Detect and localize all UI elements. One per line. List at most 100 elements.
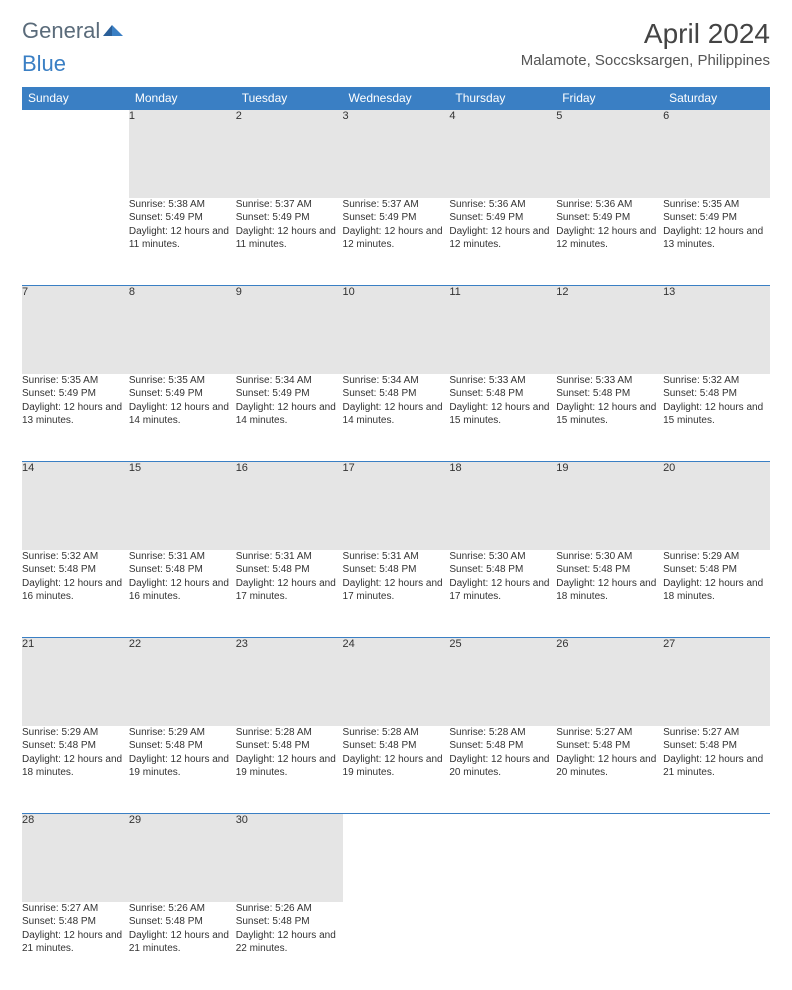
day-number-cell: 5 bbox=[556, 110, 663, 198]
sunset-line: Sunset: 5:48 PM bbox=[556, 739, 663, 753]
sunset-line: Sunset: 5:49 PM bbox=[236, 211, 343, 225]
sunrise-line: Sunrise: 5:29 AM bbox=[663, 550, 770, 564]
sunset-line: Sunset: 5:48 PM bbox=[343, 739, 450, 753]
sunset-line: Sunset: 5:49 PM bbox=[129, 387, 236, 401]
sunset-line: Sunset: 5:48 PM bbox=[22, 563, 129, 577]
sunset-line: Sunset: 5:48 PM bbox=[129, 739, 236, 753]
day-number-row: 78910111213 bbox=[22, 286, 770, 374]
daylight-line: Daylight: 12 hours and 21 minutes. bbox=[663, 753, 770, 780]
daylight-line: Daylight: 12 hours and 14 minutes. bbox=[236, 401, 343, 428]
sunrise-line: Sunrise: 5:31 AM bbox=[343, 550, 450, 564]
sunset-line: Sunset: 5:48 PM bbox=[22, 915, 129, 929]
sunset-line: Sunset: 5:48 PM bbox=[129, 915, 236, 929]
day-cell: Sunrise: 5:30 AMSunset: 5:48 PMDaylight:… bbox=[556, 550, 663, 638]
day-cell: Sunrise: 5:37 AMSunset: 5:49 PMDaylight:… bbox=[236, 198, 343, 286]
daylight-line: Daylight: 12 hours and 13 minutes. bbox=[22, 401, 129, 428]
logo: General bbox=[22, 18, 123, 44]
day-number-cell: 2 bbox=[236, 110, 343, 198]
day-number-cell: 1 bbox=[129, 110, 236, 198]
weekday-header: Friday bbox=[556, 87, 663, 110]
day-cell: Sunrise: 5:28 AMSunset: 5:48 PMDaylight:… bbox=[449, 726, 556, 814]
day-cell: Sunrise: 5:27 AMSunset: 5:48 PMDaylight:… bbox=[663, 726, 770, 814]
day-cell: Sunrise: 5:29 AMSunset: 5:48 PMDaylight:… bbox=[129, 726, 236, 814]
sunrise-line: Sunrise: 5:26 AM bbox=[236, 902, 343, 916]
sunrise-line: Sunrise: 5:37 AM bbox=[343, 198, 450, 212]
daylight-line: Daylight: 12 hours and 15 minutes. bbox=[556, 401, 663, 428]
day-number-cell: 17 bbox=[343, 462, 450, 550]
day-number-cell: 18 bbox=[449, 462, 556, 550]
day-cell: Sunrise: 5:35 AMSunset: 5:49 PMDaylight:… bbox=[663, 198, 770, 286]
day-number-cell: 7 bbox=[22, 286, 129, 374]
sunset-line: Sunset: 5:48 PM bbox=[449, 387, 556, 401]
sunrise-line: Sunrise: 5:38 AM bbox=[129, 198, 236, 212]
day-cell: Sunrise: 5:28 AMSunset: 5:48 PMDaylight:… bbox=[343, 726, 450, 814]
day-number-cell: 26 bbox=[556, 638, 663, 726]
sunrise-line: Sunrise: 5:28 AM bbox=[236, 726, 343, 740]
empty-cell bbox=[449, 902, 556, 990]
sunrise-line: Sunrise: 5:33 AM bbox=[556, 374, 663, 388]
sunset-line: Sunset: 5:48 PM bbox=[22, 739, 129, 753]
calendar-thead: SundayMondayTuesdayWednesdayThursdayFrid… bbox=[22, 87, 770, 110]
day-number-row: 21222324252627 bbox=[22, 638, 770, 726]
sunrise-line: Sunrise: 5:30 AM bbox=[556, 550, 663, 564]
empty-cell bbox=[556, 814, 663, 902]
sunset-line: Sunset: 5:48 PM bbox=[236, 915, 343, 929]
day-number-cell: 16 bbox=[236, 462, 343, 550]
sunset-line: Sunset: 5:49 PM bbox=[343, 211, 450, 225]
day-body-row: Sunrise: 5:29 AMSunset: 5:48 PMDaylight:… bbox=[22, 726, 770, 814]
day-number-row: 123456 bbox=[22, 110, 770, 198]
day-cell: Sunrise: 5:30 AMSunset: 5:48 PMDaylight:… bbox=[449, 550, 556, 638]
weekday-header: Tuesday bbox=[236, 87, 343, 110]
day-cell: Sunrise: 5:37 AMSunset: 5:49 PMDaylight:… bbox=[343, 198, 450, 286]
day-cell: Sunrise: 5:29 AMSunset: 5:48 PMDaylight:… bbox=[663, 550, 770, 638]
logo-text-blue: Blue bbox=[22, 51, 66, 76]
sunset-line: Sunset: 5:49 PM bbox=[129, 211, 236, 225]
daylight-line: Daylight: 12 hours and 12 minutes. bbox=[449, 225, 556, 252]
sunrise-line: Sunrise: 5:26 AM bbox=[129, 902, 236, 916]
sunrise-line: Sunrise: 5:27 AM bbox=[22, 902, 129, 916]
daylight-line: Daylight: 12 hours and 20 minutes. bbox=[556, 753, 663, 780]
daylight-line: Daylight: 12 hours and 18 minutes. bbox=[22, 753, 129, 780]
daylight-line: Daylight: 12 hours and 11 minutes. bbox=[236, 225, 343, 252]
empty-cell bbox=[343, 814, 450, 902]
sunrise-line: Sunrise: 5:32 AM bbox=[22, 550, 129, 564]
day-number-cell: 11 bbox=[449, 286, 556, 374]
day-number-cell: 20 bbox=[663, 462, 770, 550]
sunrise-line: Sunrise: 5:35 AM bbox=[129, 374, 236, 388]
daylight-line: Daylight: 12 hours and 22 minutes. bbox=[236, 929, 343, 956]
day-cell: Sunrise: 5:26 AMSunset: 5:48 PMDaylight:… bbox=[236, 902, 343, 990]
sunset-line: Sunset: 5:48 PM bbox=[663, 387, 770, 401]
logo-triangle-icon bbox=[103, 16, 123, 42]
empty-cell bbox=[663, 814, 770, 902]
daylight-line: Daylight: 12 hours and 19 minutes. bbox=[343, 753, 450, 780]
daylight-line: Daylight: 12 hours and 15 minutes. bbox=[449, 401, 556, 428]
sunrise-line: Sunrise: 5:29 AM bbox=[129, 726, 236, 740]
day-number-cell: 3 bbox=[343, 110, 450, 198]
sunset-line: Sunset: 5:48 PM bbox=[343, 387, 450, 401]
day-cell: Sunrise: 5:26 AMSunset: 5:48 PMDaylight:… bbox=[129, 902, 236, 990]
daylight-line: Daylight: 12 hours and 11 minutes. bbox=[129, 225, 236, 252]
day-number-cell: 9 bbox=[236, 286, 343, 374]
sunset-line: Sunset: 5:48 PM bbox=[556, 387, 663, 401]
empty-cell bbox=[449, 814, 556, 902]
day-number-cell: 4 bbox=[449, 110, 556, 198]
day-body-row: Sunrise: 5:27 AMSunset: 5:48 PMDaylight:… bbox=[22, 902, 770, 990]
day-number-cell: 21 bbox=[22, 638, 129, 726]
daylight-line: Daylight: 12 hours and 12 minutes. bbox=[343, 225, 450, 252]
day-number-row: 14151617181920 bbox=[22, 462, 770, 550]
empty-cell bbox=[22, 110, 129, 198]
day-number-cell: 6 bbox=[663, 110, 770, 198]
weekday-header: Sunday bbox=[22, 87, 129, 110]
weekday-header: Saturday bbox=[663, 87, 770, 110]
sunrise-line: Sunrise: 5:33 AM bbox=[449, 374, 556, 388]
sunrise-line: Sunrise: 5:35 AM bbox=[22, 374, 129, 388]
day-number-cell: 23 bbox=[236, 638, 343, 726]
sunset-line: Sunset: 5:48 PM bbox=[236, 739, 343, 753]
day-number-cell: 8 bbox=[129, 286, 236, 374]
day-cell: Sunrise: 5:28 AMSunset: 5:48 PMDaylight:… bbox=[236, 726, 343, 814]
empty-cell bbox=[22, 198, 129, 286]
sunset-line: Sunset: 5:48 PM bbox=[449, 563, 556, 577]
day-number-cell: 14 bbox=[22, 462, 129, 550]
sunrise-line: Sunrise: 5:36 AM bbox=[556, 198, 663, 212]
day-cell: Sunrise: 5:34 AMSunset: 5:48 PMDaylight:… bbox=[343, 374, 450, 462]
